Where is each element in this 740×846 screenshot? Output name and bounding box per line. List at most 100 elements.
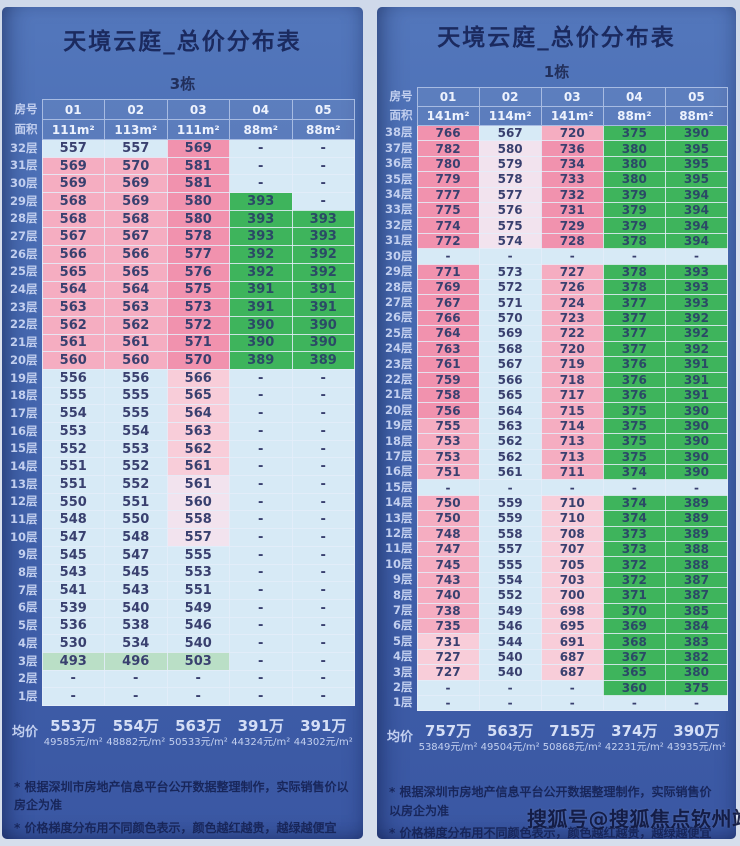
table-row: 25层 764 569 722 377 392 — [383, 325, 729, 342]
floor-label: 36层 — [384, 156, 413, 171]
price-cell: 748 — [416, 525, 480, 542]
table-row: 35层 779 578 733 380 395 — [383, 171, 729, 188]
price-cell: 369 — [602, 617, 666, 635]
table-row: 14层 551 552 561- - — [8, 457, 355, 477]
floor-label: 9层 — [17, 547, 38, 562]
price-cell: 564 — [166, 404, 230, 423]
table-row: 6层 539 540 549- - — [8, 598, 355, 618]
table-row: 19层 556 556 566- - — [8, 368, 355, 388]
price-cell: 727 — [416, 664, 480, 681]
price-cell: - — [291, 651, 355, 671]
area-value: 111m² — [41, 119, 105, 140]
price-cell: 558 — [478, 525, 542, 542]
floor-label: 31层 — [9, 158, 38, 173]
price-cell: 566 — [104, 245, 168, 264]
price-cell: - — [166, 687, 230, 706]
floor-label: 3层 — [392, 664, 413, 679]
price-cell: 549 — [478, 602, 542, 620]
price-cell: 567 — [478, 356, 542, 373]
floor-label: 2层 — [17, 671, 38, 686]
price-cell: 772 — [416, 232, 480, 250]
price-cell: 573 — [166, 298, 230, 317]
price-cell: - — [229, 581, 293, 600]
price-cell: 546 — [478, 617, 542, 635]
table-row: 38层 766 567 720 375 390 — [383, 124, 729, 142]
table-row: 5层 731 544 691 368 383 — [383, 633, 729, 650]
price-cell: 390 — [291, 315, 355, 335]
average-price-unit: 50868元/m² — [542, 742, 602, 754]
price-cell: 393 — [291, 209, 355, 229]
floor-label: 4层 — [392, 649, 413, 664]
area-value: 88m² — [664, 106, 729, 126]
price-cell: - — [229, 174, 293, 194]
column-header: 05 — [291, 99, 355, 120]
column-header: 01 — [416, 87, 480, 107]
price-cell: 734 — [540, 155, 604, 173]
price-cell: 555 — [166, 545, 230, 565]
price-cell: 568 — [41, 209, 105, 229]
footnote-colors: * 价格梯度分布用不同颜色表示，颜色越红越贵，越绿越便宜 — [14, 820, 337, 835]
table-row: 1层 - - - - - — [8, 687, 355, 706]
price-cell: - — [291, 404, 355, 423]
price-cell: 368 — [602, 633, 666, 650]
price-cell: 371 — [602, 587, 666, 604]
price-cell: 549 — [166, 598, 230, 618]
floor-label: 25层 — [9, 264, 38, 279]
price-cell: 570 — [166, 351, 230, 370]
price-cell: 580 — [478, 140, 542, 157]
price-cell: 552 — [478, 587, 542, 604]
price-cell: 719 — [540, 356, 604, 373]
price-cell: - — [291, 386, 355, 406]
price-cell: 395 — [664, 140, 729, 157]
price-cell: 687 — [540, 648, 604, 666]
price-cell: - — [416, 695, 480, 712]
price-cell: 374 — [602, 463, 666, 481]
floor-label: 37层 — [384, 140, 413, 155]
floor-label: 15层 — [9, 441, 38, 456]
price-cell: 743 — [416, 571, 480, 589]
price-cell: 551 — [104, 492, 168, 512]
price-cell: 390 — [664, 417, 729, 435]
price-cell: 572 — [166, 315, 230, 335]
floor-label: 16层 — [9, 423, 38, 438]
price-cell: 562 — [166, 439, 230, 459]
price-cell: 548 — [104, 528, 168, 547]
table-row: 32层 557 557 569- - — [8, 139, 355, 158]
price-cell: - — [229, 156, 293, 176]
price-cell: 747 — [416, 540, 480, 558]
floor-label: 25层 — [384, 325, 413, 340]
price-cell: 553 — [104, 439, 168, 459]
price-cell: 571 — [166, 333, 230, 353]
table-row: 7层 738 549 698 370 385 — [383, 602, 729, 620]
average-price-cell: 391万 44324元/m² — [230, 706, 293, 760]
column-header: 03 — [540, 87, 604, 107]
price-cell: 687 — [540, 664, 604, 681]
price-cell: 551 — [41, 457, 105, 477]
price-cell: 745 — [416, 556, 480, 573]
price-cell: 391 — [664, 386, 729, 404]
price-cell: 738 — [416, 602, 480, 620]
price-cell: 735 — [416, 617, 480, 635]
floor-label: 10层 — [384, 556, 413, 571]
floor-label: 27层 — [384, 294, 413, 309]
price-cell: - — [291, 563, 355, 583]
price-cell: 724 — [540, 294, 604, 311]
price-cell: 726 — [540, 279, 604, 296]
price-cell: 559 — [478, 494, 542, 512]
price-cell: 540 — [478, 664, 542, 681]
average-price-unit: 44302元/m² — [293, 736, 353, 748]
price-cell: 560 — [166, 492, 230, 512]
price-cell: - — [41, 687, 105, 706]
price-cell: 493 — [41, 651, 105, 671]
price-cell: - — [291, 457, 355, 477]
table-row: 1层 - - - - - — [383, 695, 729, 712]
price-cell: - — [291, 616, 355, 636]
floor-label: 17层 — [9, 405, 38, 420]
price-cell: 553 — [41, 422, 105, 441]
price-cell: 538 — [104, 616, 168, 636]
price-cell: 695 — [540, 617, 604, 635]
average-price-unit: 49585元/m² — [43, 736, 103, 748]
price-cell: - — [291, 192, 355, 211]
price-cell: 390 — [291, 333, 355, 353]
price-table-panel-building-3: 天境云庭_总价分布表 3栋 房号 01 02 03 04 05 面积 111m² 113m… — [2, 7, 363, 839]
